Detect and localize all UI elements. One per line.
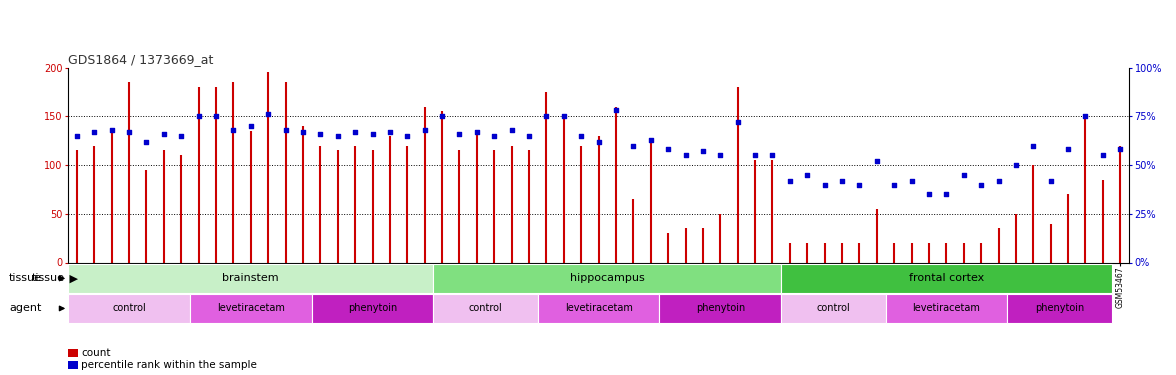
Point bbox=[85, 129, 103, 135]
Text: percentile rank within the sample: percentile rank within the sample bbox=[81, 360, 258, 370]
Text: levetiracetam: levetiracetam bbox=[564, 303, 633, 313]
Text: tissue: tissue bbox=[32, 273, 65, 284]
Point bbox=[102, 127, 121, 133]
Bar bbox=[537, 294, 660, 322]
Point bbox=[381, 129, 400, 135]
Point bbox=[276, 127, 295, 133]
Point bbox=[189, 113, 208, 119]
Point bbox=[955, 172, 974, 178]
Point bbox=[833, 178, 851, 184]
Text: tissue: tissue bbox=[9, 273, 42, 284]
Point bbox=[641, 136, 660, 142]
Text: control: control bbox=[816, 303, 850, 313]
Text: GDS1864 / 1373669_at: GDS1864 / 1373669_at bbox=[68, 53, 214, 66]
Point bbox=[746, 152, 764, 158]
Bar bbox=[1007, 294, 1111, 322]
Point bbox=[868, 158, 887, 164]
Point bbox=[1041, 178, 1060, 184]
Bar bbox=[68, 264, 434, 292]
Point bbox=[694, 148, 713, 154]
Point bbox=[346, 129, 365, 135]
Point bbox=[659, 146, 677, 152]
Point bbox=[1076, 113, 1095, 119]
Point bbox=[363, 131, 382, 137]
Text: hippocampus: hippocampus bbox=[570, 273, 644, 284]
Text: phenytoin: phenytoin bbox=[696, 303, 744, 313]
Bar bbox=[781, 294, 886, 322]
Point bbox=[971, 182, 990, 188]
Bar bbox=[68, 361, 78, 369]
Point bbox=[537, 113, 556, 119]
Point bbox=[294, 129, 313, 135]
Point bbox=[207, 113, 226, 119]
Point bbox=[1024, 142, 1043, 148]
Point bbox=[397, 133, 416, 139]
Bar bbox=[781, 264, 1111, 292]
Point bbox=[920, 191, 938, 197]
Point bbox=[154, 131, 173, 137]
Point bbox=[797, 172, 816, 178]
Point bbox=[120, 129, 139, 135]
Point bbox=[502, 127, 521, 133]
Point bbox=[138, 139, 156, 145]
Bar bbox=[434, 264, 781, 292]
Point bbox=[589, 139, 608, 145]
Text: levetiracetam: levetiracetam bbox=[913, 303, 981, 313]
Point bbox=[310, 131, 329, 137]
Point bbox=[520, 133, 539, 139]
Bar bbox=[886, 294, 1007, 322]
Text: ▶: ▶ bbox=[66, 273, 78, 284]
Bar bbox=[68, 349, 78, 357]
Point bbox=[433, 113, 452, 119]
Point bbox=[989, 178, 1008, 184]
Text: frontal cortex: frontal cortex bbox=[909, 273, 984, 284]
Text: control: control bbox=[112, 303, 146, 313]
Point bbox=[241, 123, 260, 129]
Bar bbox=[434, 294, 537, 322]
Point bbox=[328, 133, 347, 139]
Bar bbox=[660, 294, 781, 322]
Point bbox=[884, 182, 903, 188]
Point bbox=[1058, 146, 1077, 152]
Point bbox=[450, 131, 469, 137]
Point bbox=[624, 142, 643, 148]
Point bbox=[223, 127, 242, 133]
Point bbox=[711, 152, 730, 158]
Bar bbox=[68, 294, 191, 322]
Point bbox=[781, 178, 800, 184]
Point bbox=[937, 191, 956, 197]
Point bbox=[902, 178, 921, 184]
Text: levetiracetam: levetiracetam bbox=[216, 303, 285, 313]
Bar bbox=[312, 294, 434, 322]
Point bbox=[172, 133, 191, 139]
Point bbox=[554, 113, 573, 119]
Text: count: count bbox=[81, 348, 111, 358]
Bar bbox=[191, 294, 312, 322]
Text: brainstem: brainstem bbox=[222, 273, 279, 284]
Point bbox=[485, 133, 503, 139]
Point bbox=[850, 182, 869, 188]
Point bbox=[1007, 162, 1025, 168]
Text: control: control bbox=[469, 303, 502, 313]
Text: phenytoin: phenytoin bbox=[1035, 303, 1084, 313]
Point bbox=[728, 119, 747, 125]
Point bbox=[676, 152, 695, 158]
Text: phenytoin: phenytoin bbox=[348, 303, 397, 313]
Point bbox=[607, 107, 626, 113]
Point bbox=[259, 111, 278, 117]
Point bbox=[67, 133, 86, 139]
Point bbox=[763, 152, 782, 158]
Point bbox=[467, 129, 486, 135]
Point bbox=[415, 127, 434, 133]
Point bbox=[1111, 146, 1130, 152]
Point bbox=[572, 133, 590, 139]
Point bbox=[1094, 152, 1112, 158]
Text: agent: agent bbox=[9, 303, 42, 313]
Point bbox=[815, 182, 834, 188]
